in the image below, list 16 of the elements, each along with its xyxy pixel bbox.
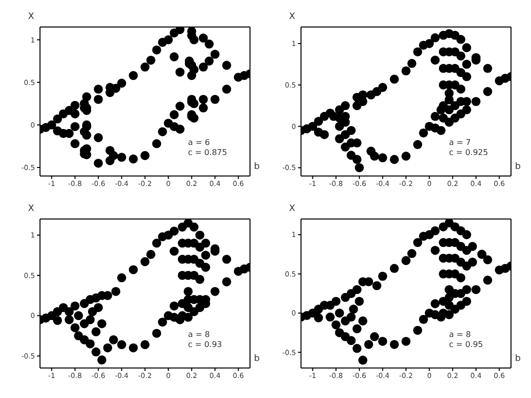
y-axis-title: X [28, 12, 34, 22]
annotation: c = 0.95 [449, 340, 483, 350]
x-axis-title: b [254, 162, 260, 172]
annotation: a = 7 [449, 138, 472, 148]
x-axis-title: b [254, 354, 260, 364]
annotation: c = 0.925 [449, 148, 488, 158]
annotation: a = 6 [188, 138, 211, 148]
y-axis-title: X [289, 204, 296, 214]
annotation: a = 8 [188, 330, 211, 340]
annotation: c = 0.93 [188, 340, 222, 350]
annotation: c = 0.875 [188, 148, 228, 158]
y-axis-title: X [289, 12, 296, 22]
annotation: a = 8 [449, 330, 472, 340]
x-axis-title: b [515, 354, 521, 364]
x-axis-title: b [515, 162, 521, 172]
y-axis-title: X [28, 204, 34, 214]
